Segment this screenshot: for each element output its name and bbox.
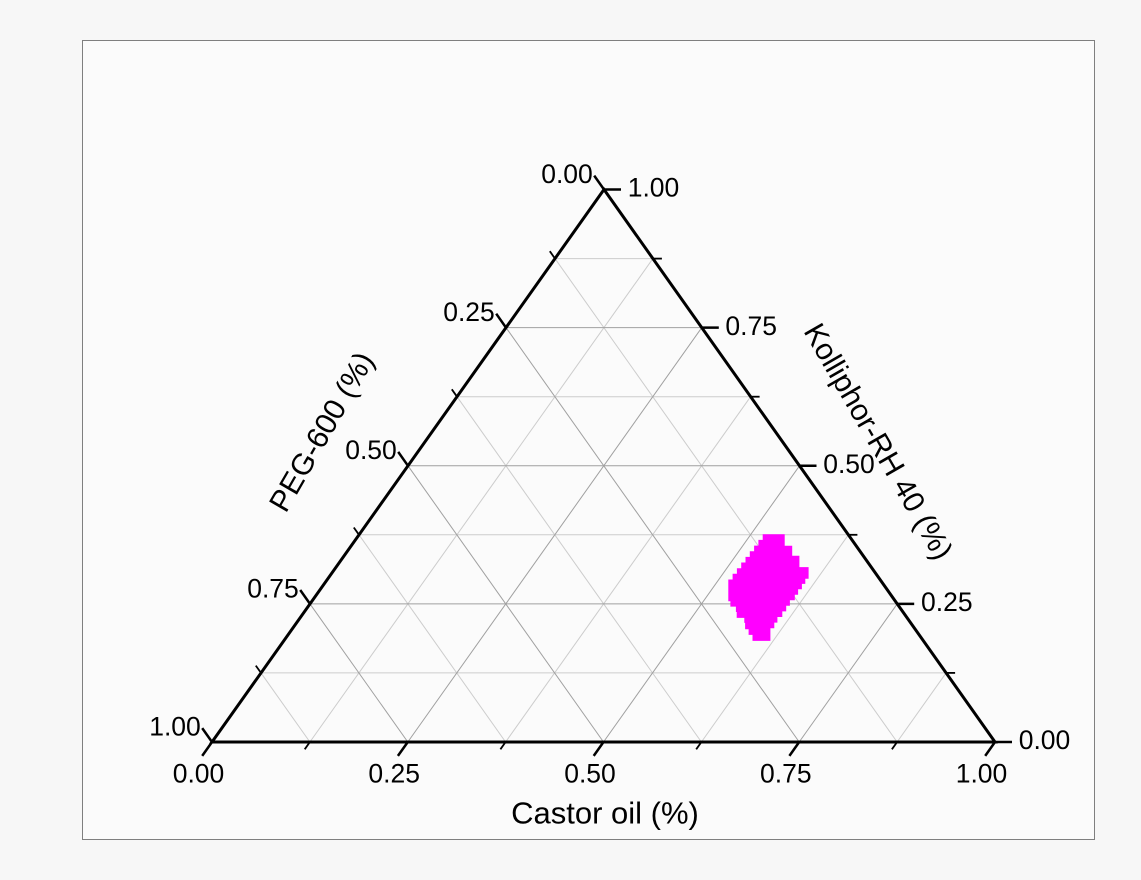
svg-text:0.25: 0.25 bbox=[921, 587, 973, 617]
svg-text:1.00: 1.00 bbox=[149, 711, 201, 741]
svg-text:1.00: 1.00 bbox=[956, 759, 1008, 789]
svg-text:Castor oil (%): Castor oil (%) bbox=[511, 796, 699, 831]
svg-text:0.00: 0.00 bbox=[541, 159, 593, 189]
svg-text:1.00: 1.00 bbox=[628, 173, 680, 203]
svg-text:0.00: 0.00 bbox=[1019, 725, 1071, 755]
svg-text:Kolliphor-RH 40 (%): Kolliphor-RH 40 (%) bbox=[797, 318, 959, 566]
svg-text:0.75: 0.75 bbox=[247, 573, 299, 603]
svg-text:0.25: 0.25 bbox=[368, 759, 420, 789]
svg-text:0.50: 0.50 bbox=[564, 759, 616, 789]
svg-text:PEG-600 (%): PEG-600 (%) bbox=[263, 347, 381, 518]
svg-text:0.25: 0.25 bbox=[443, 297, 495, 327]
svg-text:0.00: 0.00 bbox=[173, 759, 225, 789]
svg-text:0.50: 0.50 bbox=[345, 435, 397, 465]
svg-text:0.50: 0.50 bbox=[823, 449, 875, 479]
svg-text:0.75: 0.75 bbox=[725, 311, 777, 341]
svg-text:0.75: 0.75 bbox=[760, 759, 812, 789]
